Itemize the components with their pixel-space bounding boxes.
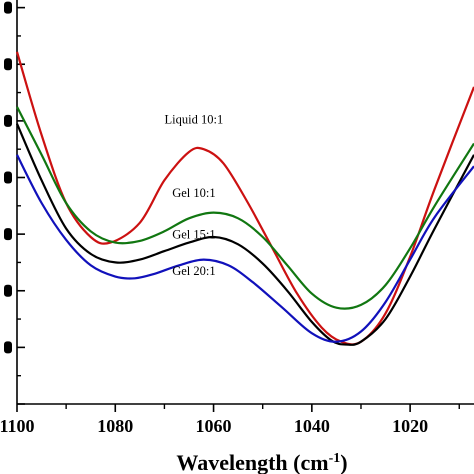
series-line-3 — [15, 123, 474, 346]
series-line-1 — [15, 51, 474, 346]
series-lines — [15, 51, 474, 346]
y-axis-ticks — [4, 1, 25, 405]
plot-frame — [16, 0, 474, 405]
series-line-4 — [16, 154, 474, 343]
x-tick-label: 1060 — [196, 416, 232, 436]
y-tick-label-stub — [4, 1, 12, 14]
y-tick-label-stub — [4, 228, 12, 241]
x-axis-ticks: 1100 1080 1060 1040 1020 — [0, 404, 460, 436]
x-tick-label: 1020 — [392, 416, 428, 436]
x-axis-title: Wavelength (cm-1) — [176, 450, 347, 474]
y-tick-label-stub — [4, 341, 12, 354]
series-label-3: Gel 15:1 — [172, 228, 215, 242]
y-tick-label-stub — [4, 114, 12, 127]
series-labels: Liquid 10:1 Gel 10:1 Gel 15:1 Gel 20:1 — [165, 113, 224, 278]
series-label-1: Liquid 10:1 — [165, 113, 224, 127]
x-tick-label: 1080 — [97, 416, 133, 436]
x-tick-label: 1100 — [0, 416, 35, 436]
x-tick-label: 1040 — [294, 416, 330, 436]
y-tick-label-stub — [4, 284, 12, 297]
y-tick-label-stub — [4, 171, 12, 184]
y-tick-label-stub — [4, 58, 12, 71]
series-label-4: Gel 20:1 — [172, 264, 215, 278]
series-line-2 — [16, 106, 474, 310]
series-label-2: Gel 10:1 — [172, 186, 215, 200]
